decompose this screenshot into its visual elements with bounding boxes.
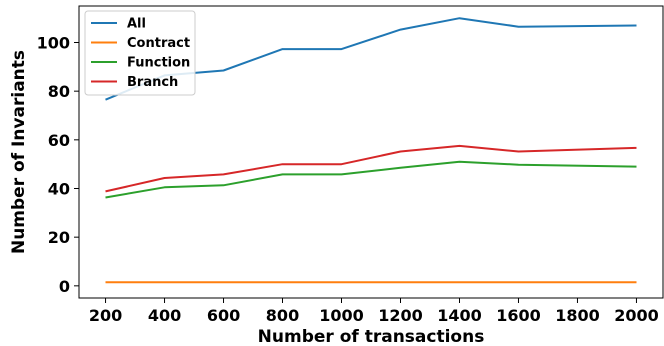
x-tick-label: 400 xyxy=(148,306,181,325)
legend-label-contract: Contract xyxy=(127,36,190,51)
y-axis-ticks: 0 20 40 60 80 100 xyxy=(37,34,79,296)
y-tick-label: 100 xyxy=(37,34,70,53)
legend-label-branch: Branch xyxy=(127,75,178,90)
x-axis-ticks: 200 400 600 800 1000 1200 1400 1600 1800 2000 xyxy=(89,298,659,325)
legend-box xyxy=(84,10,196,96)
legend-label-all: All xyxy=(127,17,146,32)
x-tick-label: 1400 xyxy=(437,306,482,325)
series-line-branch xyxy=(105,144,637,193)
y-tick-label: 80 xyxy=(48,82,70,101)
y-tick-label: 20 xyxy=(48,228,70,247)
x-tick-label: 200 xyxy=(89,306,122,325)
x-tick-label: 1200 xyxy=(378,306,423,325)
x-tick-label: 2000 xyxy=(614,306,659,325)
x-tick-label: 1600 xyxy=(496,306,541,325)
y-axis-label: Number of Invariants xyxy=(9,50,29,254)
plot-area xyxy=(78,5,664,299)
y-tick-label: 40 xyxy=(48,180,70,199)
y-tick-label: 60 xyxy=(48,131,70,150)
series-layer xyxy=(105,17,637,284)
x-tick-label: 1000 xyxy=(319,306,364,325)
x-tick-label: 600 xyxy=(207,306,240,325)
y-tick-label: 0 xyxy=(59,277,70,296)
plot-frame xyxy=(78,5,664,299)
x-tick-label: 1800 xyxy=(555,306,600,325)
legend: All Contract Function Branch xyxy=(84,10,196,96)
x-axis-label: Number of transactions xyxy=(258,327,485,346)
x-tick-label: 800 xyxy=(266,306,299,325)
legend-label-function: Function xyxy=(127,56,190,71)
series-line-function xyxy=(105,160,637,199)
